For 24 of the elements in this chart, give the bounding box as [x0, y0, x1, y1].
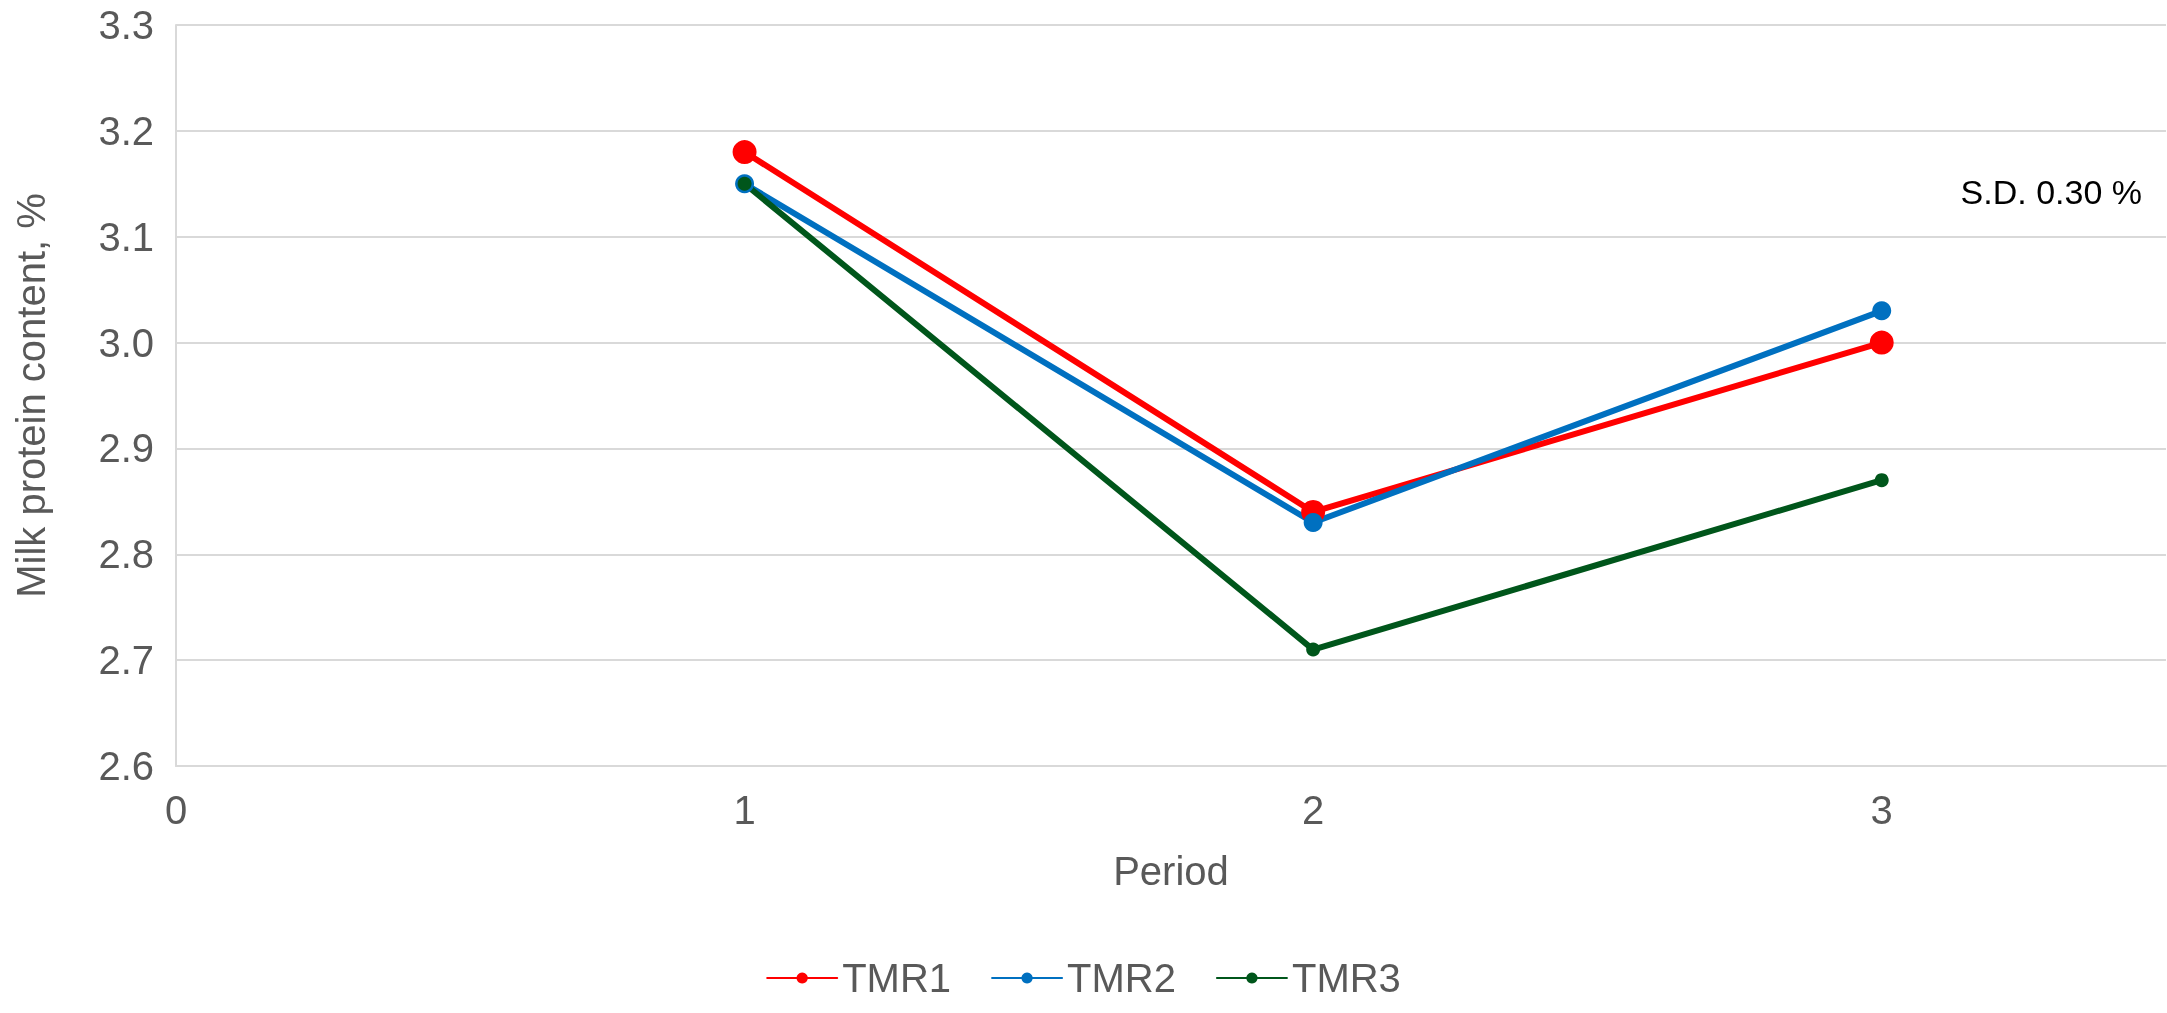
y-tick-label: 3.0: [98, 320, 154, 365]
point: [1306, 642, 1321, 657]
y-tick-label: 3.3: [98, 3, 154, 47]
legend-label: TMR2: [1067, 956, 1176, 1000]
x-tick-label: 0: [164, 788, 188, 832]
x-tick-label: 2: [1302, 788, 1325, 832]
y-tick-label: 2.6: [98, 744, 154, 788]
y-tick-label: 3.2: [98, 108, 154, 153]
x-tick-label: 1: [733, 788, 756, 832]
annotation: S.D. 0.30 %: [1960, 173, 2142, 211]
point: [1303, 513, 1323, 533]
y-tick-label: 2.8: [98, 532, 154, 577]
legend-label: TMR3: [1291, 956, 1401, 1000]
x-axis-title: Period: [1113, 849, 1229, 893]
y-tick-label: 2.7: [98, 638, 154, 683]
legend-label: TMR1: [842, 956, 952, 1000]
x-tick-label: 3: [1870, 788, 1893, 832]
point: [1874, 473, 1889, 488]
point: [1869, 330, 1894, 355]
point: [732, 140, 757, 165]
y-tick-label: 2.9: [98, 426, 154, 471]
y-tick-label: 3.1: [98, 214, 154, 259]
y-axis-title: Milk protein content, %: [9, 193, 53, 598]
point: [1872, 301, 1892, 321]
